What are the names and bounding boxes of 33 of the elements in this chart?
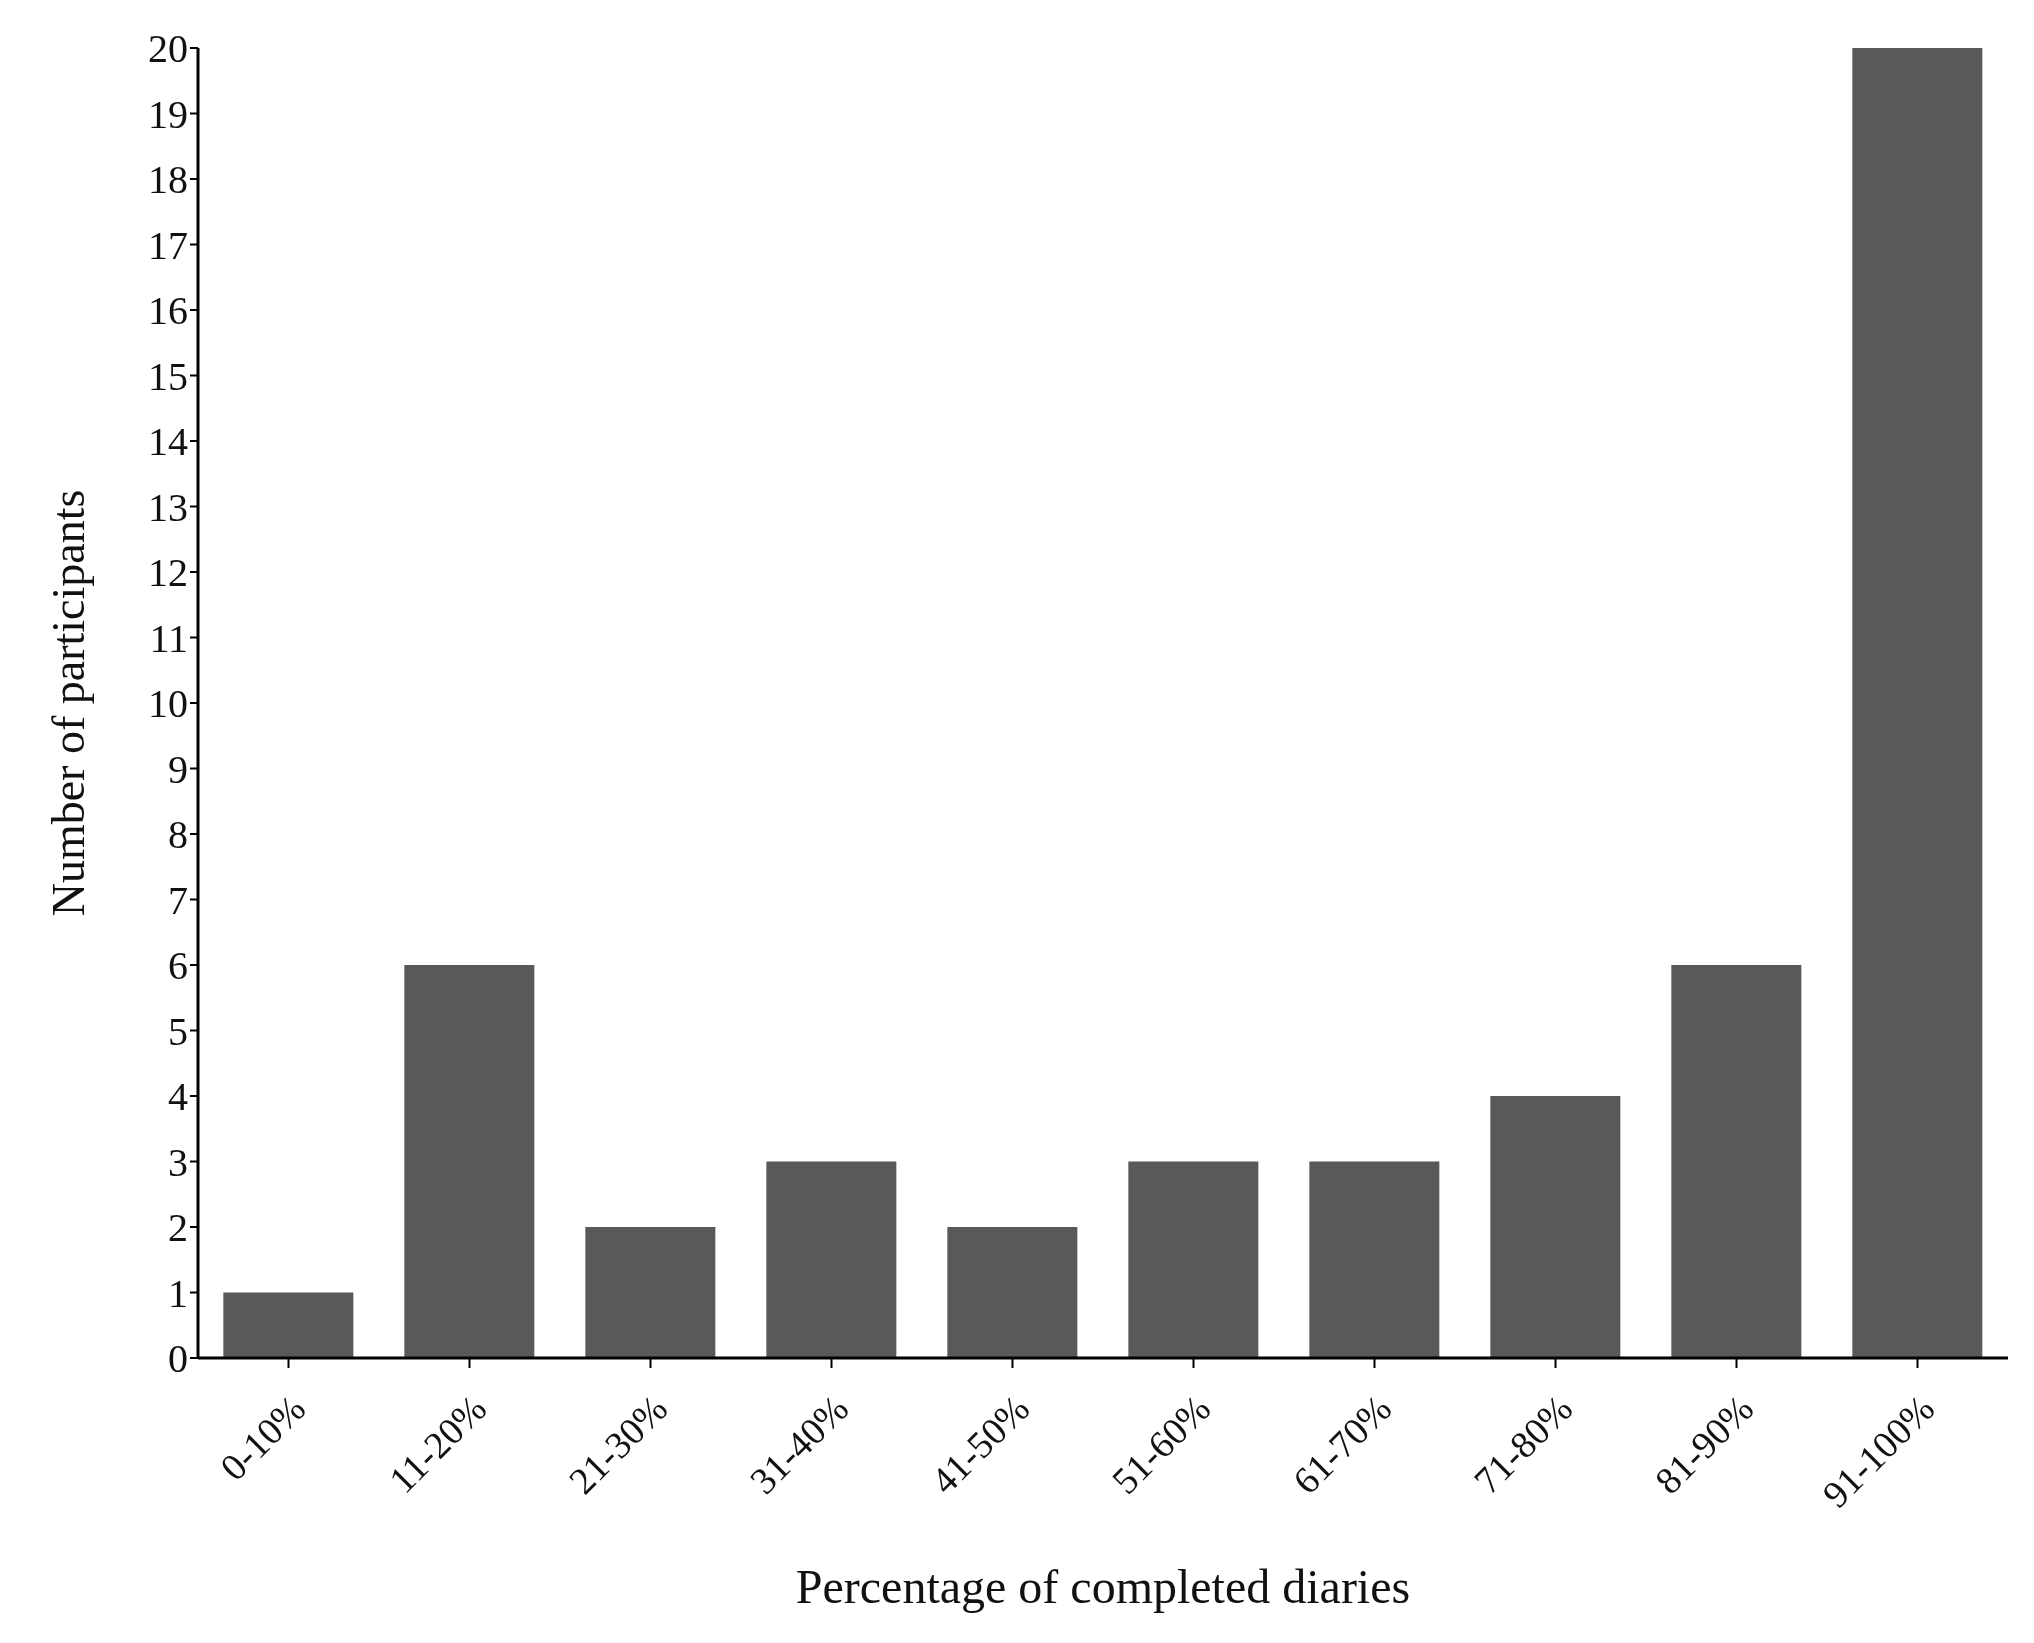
y-tick-label: 15: [148, 353, 188, 399]
y-tick-label: 1: [168, 1270, 188, 1316]
x-axis-title: Percentage of completed diaries: [795, 1560, 1411, 1613]
bar: [1128, 1161, 1259, 1358]
y-tick-label: 14: [148, 419, 188, 465]
bar: [766, 1161, 897, 1358]
bar: [1671, 965, 1802, 1358]
bar: [1309, 1161, 1440, 1358]
y-tick-label: 0: [168, 1336, 188, 1382]
y-tick-label: 12: [148, 550, 188, 596]
bar: [1490, 1096, 1621, 1358]
y-tick-label: 19: [148, 91, 188, 137]
y-tick-label: 5: [168, 1008, 188, 1054]
y-tick-label: 6: [168, 943, 188, 989]
y-tick-label: 10: [148, 681, 188, 727]
y-tick-label: 4: [168, 1074, 188, 1120]
y-tick-label: 11: [149, 615, 188, 661]
y-tick-label: 20: [148, 26, 188, 72]
y-tick-label: 2: [168, 1205, 188, 1251]
bar: [947, 1227, 1078, 1358]
bar: [585, 1227, 716, 1358]
y-tick-label: 9: [168, 746, 188, 792]
bar: [1852, 48, 1983, 1358]
y-tick-label: 3: [168, 1139, 188, 1185]
y-tick-label: 17: [148, 222, 188, 268]
y-tick-label: 16: [148, 288, 188, 334]
y-tick-label: 7: [168, 877, 188, 923]
y-tick-label: 18: [148, 157, 188, 203]
bar: [404, 965, 535, 1358]
y-axis-title: Number of participants: [43, 489, 95, 917]
bar: [223, 1292, 354, 1358]
y-tick-label: 13: [148, 484, 188, 530]
y-tick-label: 8: [168, 812, 188, 858]
